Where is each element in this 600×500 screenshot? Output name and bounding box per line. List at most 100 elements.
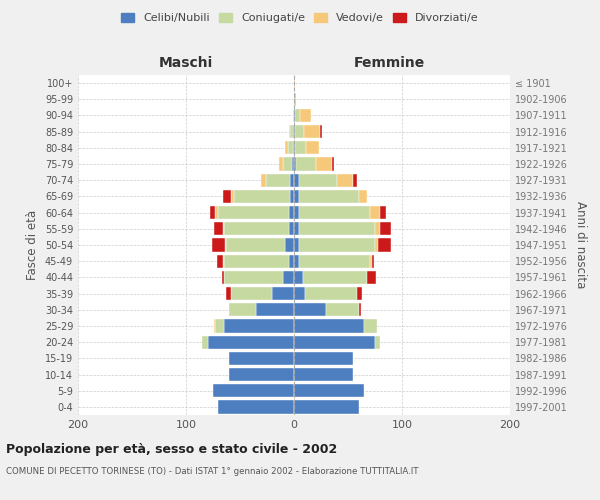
Bar xyxy=(260,174,266,187)
Bar xyxy=(286,141,287,154)
Bar xyxy=(293,141,294,154)
Bar xyxy=(367,270,376,284)
Bar xyxy=(316,158,332,170)
Bar xyxy=(290,174,294,187)
Bar xyxy=(218,400,294,413)
Bar xyxy=(299,254,370,268)
Bar xyxy=(233,190,290,203)
Bar xyxy=(289,254,294,268)
Bar xyxy=(294,287,305,300)
Bar xyxy=(294,320,364,332)
Bar xyxy=(289,222,294,235)
Bar xyxy=(299,206,370,220)
Bar xyxy=(224,222,289,235)
Bar xyxy=(266,174,290,187)
Bar xyxy=(294,254,299,268)
Bar xyxy=(294,303,326,316)
Bar xyxy=(294,400,359,413)
Bar xyxy=(299,174,337,187)
Bar xyxy=(256,303,294,316)
Bar xyxy=(364,320,377,332)
Bar xyxy=(299,190,359,203)
Bar xyxy=(294,158,296,170)
Bar xyxy=(286,238,294,252)
Bar xyxy=(224,270,283,284)
Bar xyxy=(380,206,386,220)
Bar xyxy=(218,206,289,220)
Bar xyxy=(223,190,232,203)
Bar xyxy=(226,287,232,300)
Bar xyxy=(370,206,380,220)
Bar xyxy=(289,206,294,220)
Bar xyxy=(375,238,378,252)
Bar xyxy=(272,287,294,300)
Bar xyxy=(287,141,293,154)
Text: Femmine: Femmine xyxy=(353,56,425,70)
Bar xyxy=(283,158,292,170)
Bar xyxy=(294,109,295,122)
Bar xyxy=(294,92,296,106)
Bar xyxy=(306,141,319,154)
Bar xyxy=(210,206,215,220)
Bar xyxy=(215,320,224,332)
Bar xyxy=(292,158,294,170)
Bar xyxy=(375,222,380,235)
Bar xyxy=(293,109,294,122)
Text: Maschi: Maschi xyxy=(159,56,213,70)
Bar xyxy=(215,206,218,220)
Bar xyxy=(283,270,294,284)
Bar xyxy=(279,158,283,170)
Bar xyxy=(353,174,356,187)
Bar xyxy=(294,368,353,381)
Bar xyxy=(214,320,215,332)
Bar xyxy=(223,222,224,235)
Bar xyxy=(212,238,225,252)
Bar xyxy=(229,303,256,316)
Bar xyxy=(294,125,295,138)
Bar xyxy=(295,125,304,138)
Text: COMUNE DI PECETTO TORINESE (TO) - Dati ISTAT 1° gennaio 2002 - Elaborazione TUTT: COMUNE DI PECETTO TORINESE (TO) - Dati I… xyxy=(6,468,419,476)
Bar xyxy=(294,270,302,284)
Bar xyxy=(295,109,301,122)
Bar xyxy=(299,238,375,252)
Bar xyxy=(294,222,299,235)
Bar xyxy=(372,254,374,268)
Bar xyxy=(337,174,353,187)
Y-axis label: Fasce di età: Fasce di età xyxy=(26,210,39,280)
Bar xyxy=(214,222,223,235)
Bar xyxy=(226,238,286,252)
Bar xyxy=(295,141,306,154)
Bar xyxy=(221,270,224,284)
Bar xyxy=(370,254,372,268)
Bar xyxy=(232,190,233,203)
Bar xyxy=(320,125,322,138)
Bar xyxy=(299,222,375,235)
Legend: Celibi/Nubili, Coniugati/e, Vedovi/e, Divorziati/e: Celibi/Nubili, Coniugati/e, Vedovi/e, Di… xyxy=(117,8,483,28)
Bar xyxy=(359,303,361,316)
Text: Popolazione per età, sesso e stato civile - 2002: Popolazione per età, sesso e stato civil… xyxy=(6,442,337,456)
Bar xyxy=(296,158,316,170)
Bar xyxy=(223,254,224,268)
Bar xyxy=(378,238,391,252)
Bar xyxy=(305,287,356,300)
Bar xyxy=(294,76,295,90)
Bar xyxy=(375,336,380,349)
Bar xyxy=(380,222,391,235)
Bar xyxy=(359,190,367,203)
Y-axis label: Anni di nascita: Anni di nascita xyxy=(574,202,587,288)
Bar xyxy=(304,125,320,138)
Bar xyxy=(229,352,294,365)
Bar xyxy=(294,384,364,398)
Bar xyxy=(217,254,223,268)
Bar xyxy=(294,190,299,203)
Bar xyxy=(289,125,290,138)
Bar xyxy=(208,336,294,349)
Bar xyxy=(202,336,208,349)
Bar xyxy=(294,352,353,365)
Bar xyxy=(326,303,359,316)
Bar xyxy=(294,238,299,252)
Bar xyxy=(225,238,226,252)
Bar xyxy=(356,287,362,300)
Bar xyxy=(294,174,299,187)
Bar xyxy=(290,125,293,138)
